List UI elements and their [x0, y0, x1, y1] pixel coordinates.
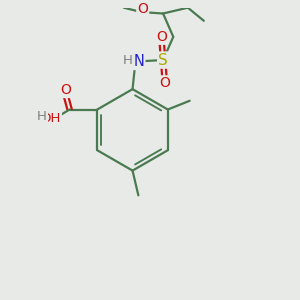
Text: S: S: [158, 52, 168, 68]
Text: O: O: [156, 30, 167, 44]
Text: H: H: [123, 54, 133, 67]
Text: O: O: [60, 83, 71, 97]
Text: OH: OH: [40, 112, 61, 125]
Text: H: H: [37, 110, 47, 123]
Text: N: N: [134, 54, 144, 69]
Text: O: O: [159, 76, 170, 90]
Text: O: O: [137, 2, 148, 16]
